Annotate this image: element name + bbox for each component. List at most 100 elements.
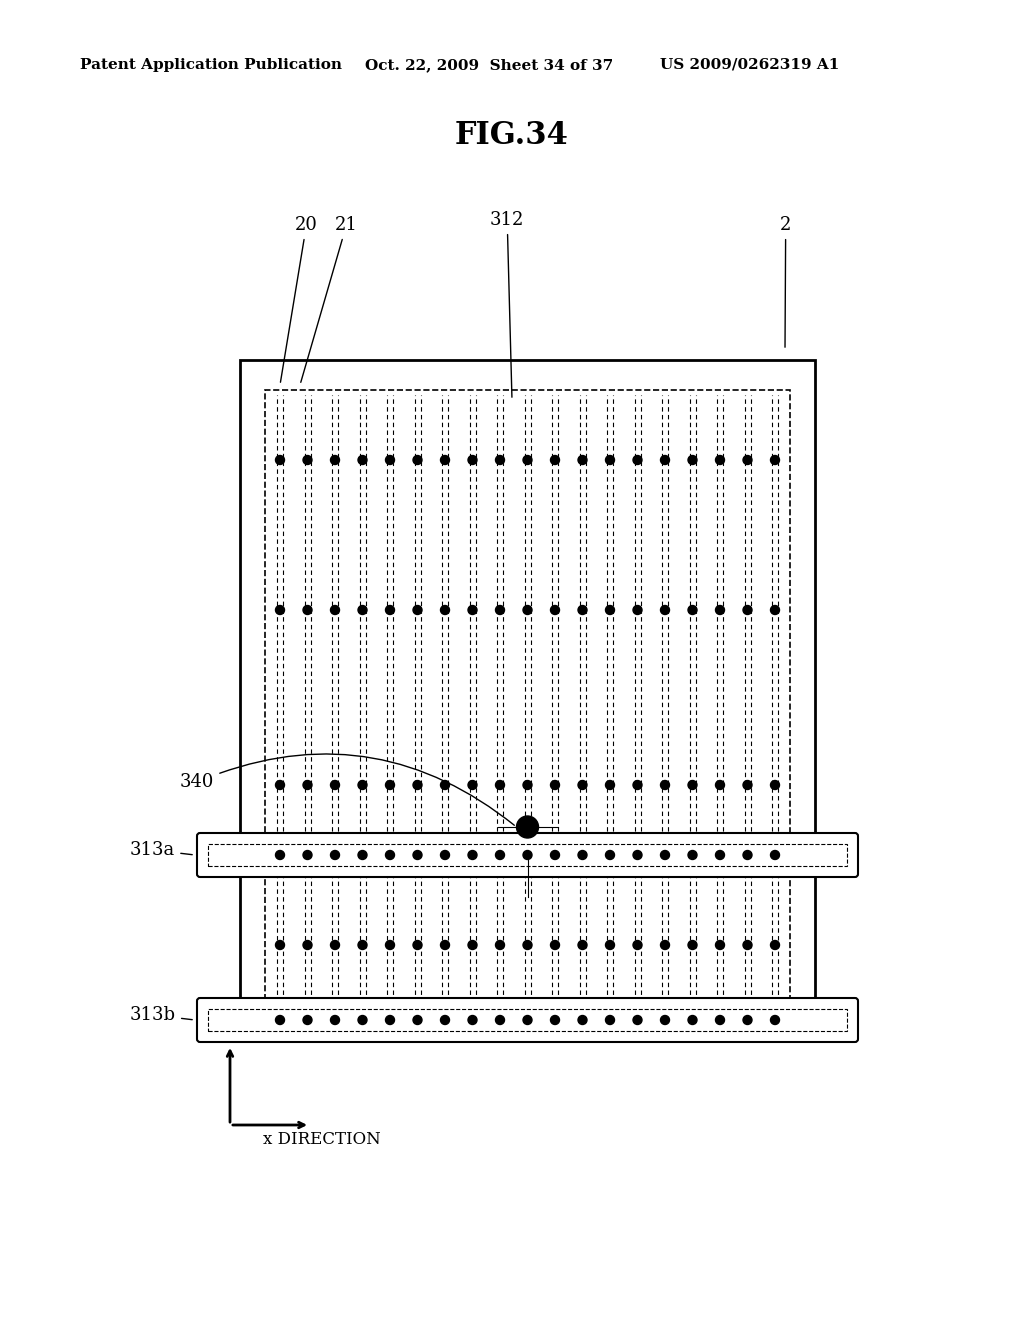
Circle shape — [331, 606, 340, 615]
Circle shape — [303, 606, 312, 615]
Text: 313a: 313a — [130, 841, 193, 859]
Circle shape — [688, 455, 697, 465]
Circle shape — [660, 1015, 670, 1024]
Circle shape — [440, 455, 450, 465]
Circle shape — [413, 850, 422, 859]
Circle shape — [551, 455, 559, 465]
Circle shape — [660, 606, 670, 615]
Circle shape — [551, 780, 559, 789]
Circle shape — [770, 606, 779, 615]
Text: Oct. 22, 2009  Sheet 34 of 37: Oct. 22, 2009 Sheet 34 of 37 — [365, 58, 613, 73]
Circle shape — [358, 850, 367, 859]
Circle shape — [770, 850, 779, 859]
Circle shape — [496, 850, 505, 859]
Circle shape — [688, 850, 697, 859]
Circle shape — [633, 606, 642, 615]
Circle shape — [468, 1015, 477, 1024]
Circle shape — [413, 606, 422, 615]
Circle shape — [716, 606, 725, 615]
Circle shape — [743, 455, 752, 465]
Circle shape — [633, 1015, 642, 1024]
Circle shape — [688, 1015, 697, 1024]
Circle shape — [440, 850, 450, 859]
Circle shape — [743, 940, 752, 949]
Circle shape — [743, 850, 752, 859]
Text: Patent Application Publication: Patent Application Publication — [80, 58, 342, 73]
Circle shape — [496, 455, 505, 465]
Circle shape — [331, 780, 340, 789]
Circle shape — [633, 850, 642, 859]
Circle shape — [605, 850, 614, 859]
Circle shape — [413, 455, 422, 465]
Circle shape — [523, 940, 532, 949]
Circle shape — [275, 940, 285, 949]
Circle shape — [468, 940, 477, 949]
Circle shape — [440, 780, 450, 789]
Bar — [265, 389, 790, 1015]
Circle shape — [468, 780, 477, 789]
Circle shape — [523, 606, 532, 615]
Circle shape — [551, 940, 559, 949]
Circle shape — [275, 606, 285, 615]
Circle shape — [578, 780, 587, 789]
Circle shape — [605, 606, 614, 615]
Circle shape — [688, 606, 697, 615]
Circle shape — [688, 780, 697, 789]
Circle shape — [743, 1015, 752, 1024]
Circle shape — [358, 606, 367, 615]
Circle shape — [468, 455, 477, 465]
Circle shape — [688, 940, 697, 949]
Circle shape — [440, 1015, 450, 1024]
Circle shape — [303, 455, 312, 465]
Circle shape — [578, 455, 587, 465]
Text: 340: 340 — [180, 754, 514, 825]
Circle shape — [303, 850, 312, 859]
Circle shape — [275, 1015, 285, 1024]
Circle shape — [743, 606, 752, 615]
Circle shape — [331, 455, 340, 465]
Circle shape — [331, 940, 340, 949]
Bar — [240, 360, 815, 1040]
Circle shape — [331, 850, 340, 859]
Circle shape — [275, 455, 285, 465]
Circle shape — [605, 1015, 614, 1024]
Circle shape — [440, 606, 450, 615]
Circle shape — [770, 780, 779, 789]
Circle shape — [770, 940, 779, 949]
Circle shape — [551, 606, 559, 615]
Circle shape — [275, 780, 285, 789]
Circle shape — [303, 940, 312, 949]
Circle shape — [578, 1015, 587, 1024]
Circle shape — [605, 455, 614, 465]
Bar — [208, 843, 847, 866]
Circle shape — [660, 455, 670, 465]
Circle shape — [605, 780, 614, 789]
Circle shape — [551, 1015, 559, 1024]
Circle shape — [413, 940, 422, 949]
Text: y DIRECTION: y DIRECTION — [215, 1024, 333, 1041]
Circle shape — [275, 850, 285, 859]
Text: x DIRECTION: x DIRECTION — [263, 1131, 381, 1148]
FancyBboxPatch shape — [197, 833, 858, 876]
Circle shape — [660, 850, 670, 859]
Circle shape — [331, 1015, 340, 1024]
Circle shape — [716, 455, 725, 465]
Circle shape — [385, 850, 394, 859]
Text: 313b: 313b — [130, 1006, 193, 1024]
Circle shape — [413, 780, 422, 789]
Circle shape — [440, 940, 450, 949]
Circle shape — [496, 780, 505, 789]
Circle shape — [523, 1015, 532, 1024]
Circle shape — [468, 850, 477, 859]
Circle shape — [303, 1015, 312, 1024]
Circle shape — [496, 606, 505, 615]
Circle shape — [358, 1015, 367, 1024]
Circle shape — [578, 940, 587, 949]
Circle shape — [468, 606, 477, 615]
Circle shape — [578, 606, 587, 615]
Bar — [208, 1008, 847, 1031]
Circle shape — [496, 1015, 505, 1024]
FancyBboxPatch shape — [197, 998, 858, 1041]
Circle shape — [716, 1015, 725, 1024]
Circle shape — [523, 780, 532, 789]
